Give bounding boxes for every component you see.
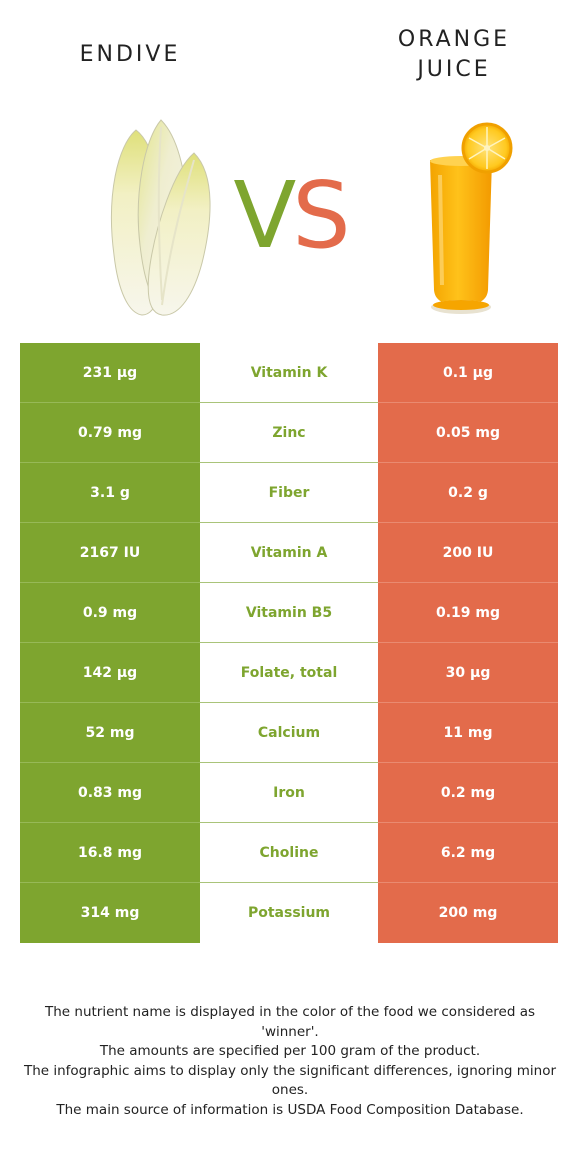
right-value-cell: 0.19 mg [378, 583, 558, 643]
left-value-cell: 3.1 g [20, 463, 200, 523]
left-value-cell: 0.83 mg [20, 763, 200, 823]
table-row: 52 mg Calcium 11 mg [20, 703, 558, 763]
left-value-cell: 142 µg [20, 643, 200, 703]
right-value-cell: 0.05 mg [378, 403, 558, 463]
nutrient-name-cell: Fiber [200, 463, 378, 523]
footnote-amount-note: The amounts are specified per 100 gram o… [99, 1043, 481, 1059]
left-value-cell: 314 mg [20, 883, 200, 943]
table-row: 2167 IU Vitamin A 200 IU [20, 523, 558, 583]
nutrient-name-cell: Potassium [200, 883, 378, 943]
left-value-cell: 0.9 mg [20, 583, 200, 643]
table-row: 0.79 mg Zinc 0.05 mg [20, 403, 558, 463]
right-value-cell: 6.2 mg [378, 823, 558, 883]
left-value-cell: 16.8 mg [20, 823, 200, 883]
right-value-cell: 30 µg [378, 643, 558, 703]
nutrient-name-cell: Zinc [200, 403, 378, 463]
endive-image [111, 119, 211, 316]
footnote-source-note: The main source of information is USDA F… [56, 1101, 524, 1118]
vs-v-letter: V [233, 161, 296, 269]
left-value-cell: 231 µg [20, 343, 200, 403]
left-food-name: ENDIVE [79, 42, 181, 67]
left-food-title: ENDIVE [20, 20, 240, 90]
nutrient-name-cell: Folate, total [200, 643, 378, 703]
nutrient-name-cell: Vitamin B5 [200, 583, 378, 643]
table-row: 0.9 mg Vitamin B5 0.19 mg [20, 583, 558, 643]
table-row: 231 µg Vitamin K 0.1 µg [20, 343, 558, 403]
left-value-cell: 0.79 mg [20, 403, 200, 463]
right-value-cell: 200 IU [378, 523, 558, 583]
nutrient-name-cell: Vitamin A [200, 523, 378, 583]
right-food-name: ORANGE JUICE [398, 25, 510, 85]
vs-s-letter: S [292, 161, 350, 269]
left-value-cell: 52 mg [20, 703, 200, 763]
right-value-cell: 0.2 mg [378, 763, 558, 823]
right-value-cell: 200 mg [378, 883, 558, 943]
right-food-name-line1: ORANGE [397, 27, 511, 52]
nutrient-name-cell: Choline [200, 823, 378, 883]
left-value-cell: 2167 IU [20, 523, 200, 583]
footnote: The nutrient name is displayed in the co… [20, 1003, 560, 1120]
nutrient-name-cell: Calcium [200, 703, 378, 763]
table-row: 16.8 mg Choline 6.2 mg [20, 823, 558, 883]
table-row: 142 µg Folate, total 30 µg [20, 643, 558, 703]
orange-juice-image [430, 122, 513, 314]
footnote-winner-note: The nutrient name is displayed in the co… [44, 1004, 536, 1040]
right-value-cell: 11 mg [378, 703, 558, 763]
right-value-cell: 0.2 g [378, 463, 558, 523]
nutrient-name-cell: Vitamin K [200, 343, 378, 403]
table-row: 0.83 mg Iron 0.2 mg [20, 763, 558, 823]
right-food-title: ORANGE JUICE [344, 20, 564, 90]
table-row: 3.1 g Fiber 0.2 g [20, 463, 558, 523]
nutrient-name-cell: Iron [200, 763, 378, 823]
footnote-aim-note: The infographic aims to display only the… [23, 1062, 557, 1099]
right-food-name-line2: JUICE [417, 57, 491, 82]
right-value-cell: 0.1 µg [378, 343, 558, 403]
comparison-table: 231 µg Vitamin K 0.1 µg 0.79 mg Zinc 0.05 mg 3… [20, 343, 558, 943]
table-row: 314 mg Potassium 200 mg [20, 883, 558, 943]
